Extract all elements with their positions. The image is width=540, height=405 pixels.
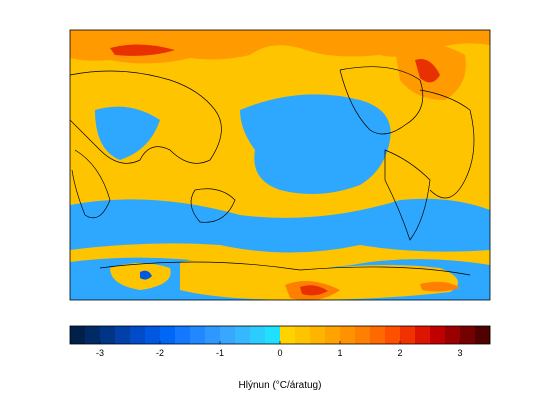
colorbar-swatch: [220, 326, 236, 344]
colorbar-swatch: [340, 326, 356, 344]
pacific-cooling: [240, 94, 391, 194]
map: [69, 29, 491, 301]
colorbar-swatch: [475, 326, 491, 344]
colorbar-tick-label: 1: [337, 348, 342, 358]
antarctic-land: [180, 257, 458, 300]
antarctic-warming: [420, 281, 460, 292]
colorbar-swatch: [160, 326, 176, 344]
colorbar-swatch: [175, 326, 191, 344]
colorbar-swatch: [235, 326, 251, 344]
colorbar-tick-label: -2: [156, 348, 164, 358]
colorbar-swatch: [205, 326, 221, 344]
colorbar-tick-label: 3: [457, 348, 462, 358]
colorbar-swatch: [190, 326, 206, 344]
colorbar-swatch: [100, 326, 116, 344]
arctic-warming: [70, 30, 490, 64]
greenland-peak: [415, 59, 440, 83]
colorbar-swatch: [85, 326, 101, 344]
colorbar-swatch: [370, 326, 386, 344]
colorbar-tick-label: 2: [397, 348, 402, 358]
siberia-peak: [110, 44, 175, 56]
colorbar-swatch: [460, 326, 476, 344]
indian-cooling: [95, 106, 160, 160]
colorbar-swatch: [130, 326, 146, 344]
southern-ocean-cooling: [70, 198, 490, 253]
colorbar-swatch: [70, 326, 86, 344]
colorbar: -3 -2 -1 0 1 2 3: [69, 325, 491, 358]
colorbar-tick-label: -1: [216, 348, 224, 358]
colorbar-swatch: [355, 326, 371, 344]
colorbar-tick-label: 0: [277, 348, 282, 358]
colorbar-swatch: [250, 326, 266, 344]
colorbar-swatch: [445, 326, 461, 344]
colorbar-swatch: [145, 326, 161, 344]
colorbar-swatch: [280, 326, 296, 344]
colorbar-swatch: [310, 326, 326, 344]
colorbar-swatch: [430, 326, 446, 344]
map-frame: [69, 29, 491, 301]
antarctic-peak: [300, 285, 328, 296]
colorbar-swatch: [415, 326, 431, 344]
colorbar-swatch: [295, 326, 311, 344]
coastlines: [69, 66, 475, 276]
colorbar-label: Hlýnun (°C/áratug): [239, 380, 322, 391]
colorbar-swatch: [325, 326, 341, 344]
colorbar-swatch: [265, 326, 281, 344]
colorbar-swatch: [400, 326, 416, 344]
cold-spot: [140, 270, 152, 280]
colorbar-swatch: [385, 326, 401, 344]
colorbar-tick-label: -3: [96, 348, 104, 358]
colorbar-swatch: [115, 326, 131, 344]
